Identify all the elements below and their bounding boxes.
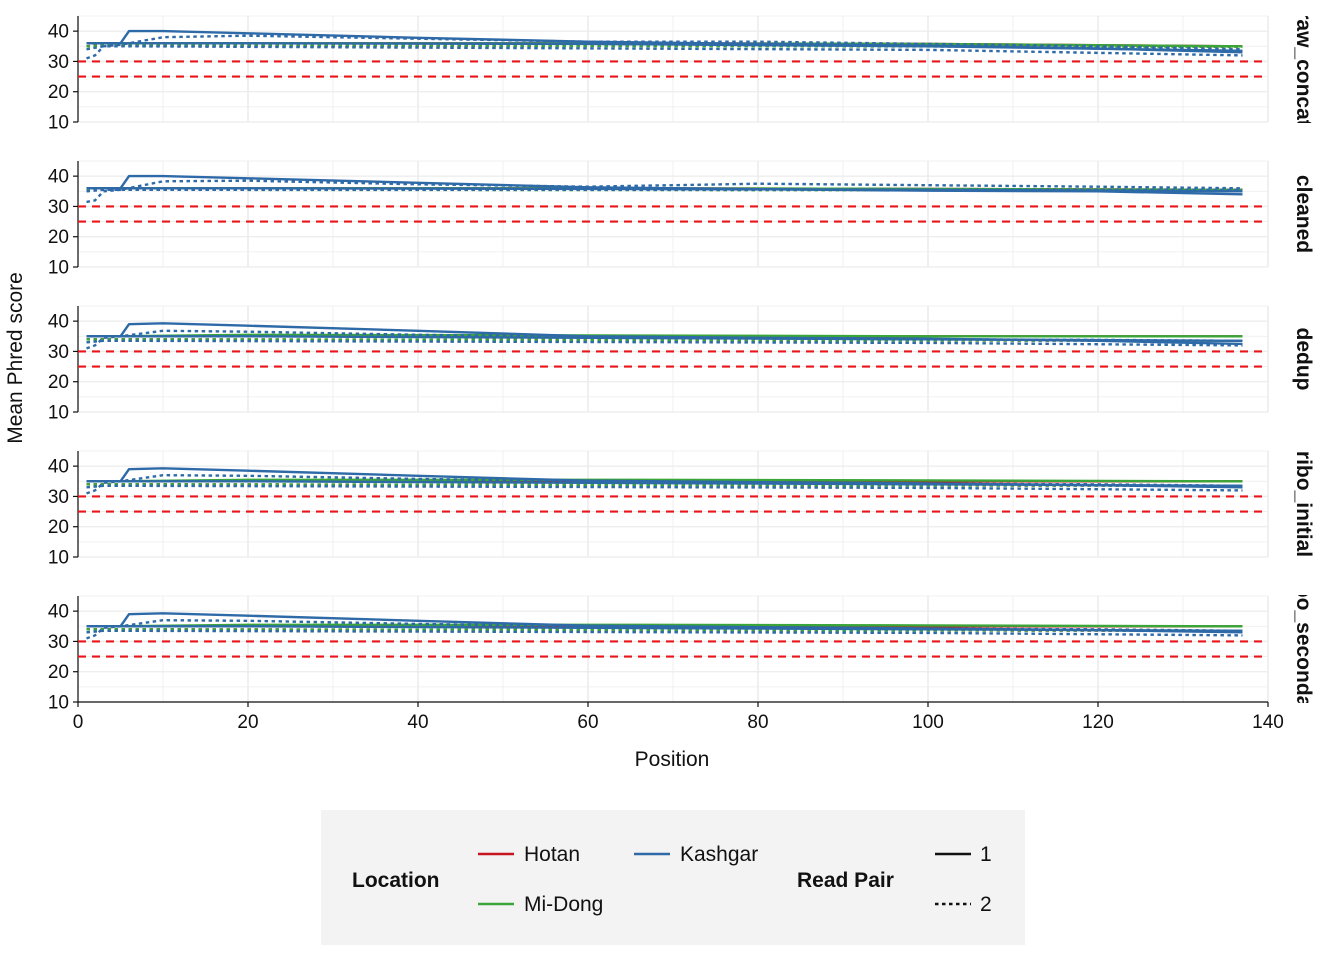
series-line-kashgar-pair-2 bbox=[86, 34, 1243, 60]
x-axis-title: Position bbox=[635, 748, 710, 771]
y-tick-label: 10 bbox=[48, 693, 69, 714]
y-tick-label: 30 bbox=[48, 197, 69, 218]
panel-ribo_initial: 10 20 30 40 ribo_initial bbox=[48, 450, 1315, 569]
panel-cleaned: 10 20 30 40 cleaned bbox=[48, 160, 1315, 279]
panel-raw_concat: 10 20 30 40 raw_concat bbox=[48, 11, 1315, 133]
y-tick-label: 20 bbox=[48, 82, 69, 103]
series-line-kashgar-pair-1 bbox=[86, 480, 1243, 487]
panel-ribo_secondary: 10 20 30 40 ribo_secondary bbox=[48, 571, 1315, 728]
panel-dedup: 10 20 30 40 dedup bbox=[48, 305, 1315, 424]
y-tick-label: 20 bbox=[48, 662, 69, 683]
legend-label-read-pair-2: 2 bbox=[980, 893, 992, 916]
series-group bbox=[86, 612, 1243, 640]
series-group bbox=[86, 29, 1243, 60]
strip-gap bbox=[1280, 0, 1320, 16]
series-line-kashgar-pair-2 bbox=[86, 188, 1243, 193]
legend-title-location: Location bbox=[352, 869, 440, 892]
y-tick-label: 40 bbox=[48, 312, 69, 333]
strip-label: raw_concat bbox=[1292, 11, 1315, 127]
legend-background bbox=[321, 810, 1025, 945]
strip-label: dedup bbox=[1292, 328, 1315, 391]
strip-label: ribo_initial bbox=[1292, 451, 1315, 557]
strip-label: ribo_secondary bbox=[1292, 571, 1315, 728]
y-tick-label: 10 bbox=[48, 403, 69, 424]
series-line-kashgar-pair-1 bbox=[86, 625, 1243, 632]
x-tick-label: 100 bbox=[912, 712, 944, 733]
y-tick-label: 10 bbox=[48, 258, 69, 279]
series-line-kashgar-pair-2 bbox=[86, 339, 1243, 347]
x-tick-label: 60 bbox=[577, 712, 598, 733]
x-tick-label: 140 bbox=[1252, 712, 1284, 733]
x-tick-label: 40 bbox=[407, 712, 428, 733]
y-tick-label: 30 bbox=[48, 52, 69, 73]
x-tick-label: 0 bbox=[73, 712, 84, 733]
y-tick-label: 40 bbox=[48, 457, 69, 478]
y-tick-label: 10 bbox=[48, 113, 69, 134]
legend-label-read-pair-1: 1 bbox=[980, 843, 992, 866]
y-tick-label: 20 bbox=[48, 372, 69, 393]
y-tick-label: 30 bbox=[48, 487, 69, 508]
legend-label-mi-dong: Mi-Dong bbox=[524, 893, 603, 916]
series-line-kashgar-pair-2 bbox=[86, 484, 1243, 492]
legend-label-hotan: Hotan bbox=[524, 843, 580, 866]
y-tick-label: 20 bbox=[48, 227, 69, 248]
y-tick-label: 20 bbox=[48, 517, 69, 538]
series-line-mi-dong-pair-2 bbox=[86, 338, 1243, 342]
y-tick-label: 40 bbox=[48, 602, 69, 623]
legend: Location Hotan Kashgar Mi-Dong Read Pair 1 2 bbox=[321, 810, 1025, 945]
series-line-mi-dong-pair-2 bbox=[86, 483, 1243, 487]
series-line-kashgar-pair-2 bbox=[86, 629, 1243, 637]
series-line-mi-dong-pair-2 bbox=[86, 628, 1243, 632]
series-group bbox=[86, 322, 1243, 350]
legend-label-kashgar: Kashgar bbox=[680, 843, 758, 866]
x-tick-label: 80 bbox=[747, 712, 768, 733]
strip-gap bbox=[1280, 413, 1320, 450]
y-tick-label: 30 bbox=[48, 632, 69, 653]
strip-gap bbox=[1280, 268, 1320, 305]
strip-gap bbox=[1280, 703, 1320, 733]
x-tick-label: 120 bbox=[1082, 712, 1114, 733]
series-group bbox=[86, 174, 1243, 204]
strip-label: cleaned bbox=[1292, 175, 1315, 253]
y-tick-label: 40 bbox=[48, 22, 69, 43]
series-group bbox=[86, 467, 1243, 495]
series-line-kashgar-pair-2 bbox=[86, 45, 1243, 57]
y-axis-title: Mean Phred score bbox=[4, 272, 27, 444]
y-tick-label: 30 bbox=[48, 342, 69, 363]
x-tick-label: 20 bbox=[237, 712, 258, 733]
series-line-kashgar-pair-1 bbox=[86, 335, 1243, 342]
legend-title-read-pair: Read Pair bbox=[797, 869, 894, 892]
strip-gap bbox=[1280, 558, 1320, 595]
y-tick-label: 10 bbox=[48, 548, 69, 569]
series-line-kashgar-pair-1 bbox=[86, 42, 1243, 52]
strip-gap bbox=[1280, 123, 1320, 160]
y-tick-label: 40 bbox=[48, 167, 69, 188]
